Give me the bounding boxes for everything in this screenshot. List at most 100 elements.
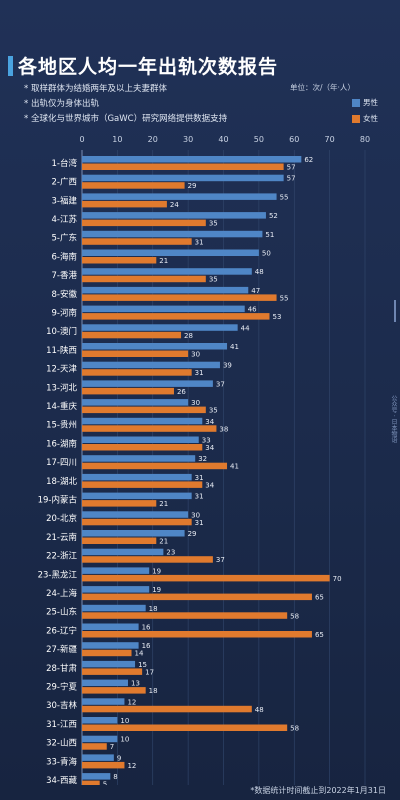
category-label: 18-湖北 [46,477,77,487]
data-label-female: 26 [177,388,186,396]
data-label-female: 18 [149,687,158,695]
data-label-female: 35 [209,220,218,228]
bar-male [82,212,266,219]
data-label-male: 32 [198,455,207,463]
bar-female [82,238,192,245]
data-label-female: 21 [159,257,168,265]
data-label-female: 14 [135,650,144,658]
data-label-female: 5 [103,781,107,785]
data-label-female: 21 [159,538,168,546]
data-label-female: 17 [145,668,154,676]
category-label: 21-云南 [46,532,77,543]
note-sample-group: * 取样群体为结婚两年及以上夫妻群体 [24,84,167,94]
category-label: 29-宁夏 [46,681,77,692]
side-watermark: 公众号 · 日本物语 [390,395,397,443]
data-label-male: 57 [287,175,296,183]
bar-female [82,425,217,432]
x-tick-label: 80 [360,135,370,144]
legend-female: 女性 [352,113,378,124]
category-label: 31-江西 [46,720,77,730]
page-title: 各地区人均一年出轨次数报告 [18,56,279,78]
data-label-female: 53 [272,313,281,321]
category-label: 10-澳门 [46,326,77,337]
title-accent-bar [8,56,13,76]
bar-female [82,649,132,657]
bar-male [82,679,128,687]
note-data-source: * 全球化与世界城市（GaWC）研究网络提供数据支持 [24,114,228,124]
data-label-male: 51 [265,231,274,239]
bar-female [82,668,143,675]
category-label: 27-新疆 [46,644,77,655]
x-tick-label: 40 [218,135,228,144]
bar-female [82,219,206,227]
bar-male [82,773,111,780]
bar-male [82,717,118,724]
bar-female [82,743,107,750]
bar-female [82,518,192,526]
bar-male [82,660,136,668]
x-tick-label: 70 [325,135,335,144]
bar-male [82,324,238,331]
data-label-male: 50 [262,250,271,258]
note-definition: * 出轨仅为身体出轨 [24,99,99,109]
data-label-female: 38 [219,425,228,433]
data-label-male: 46 [248,306,257,314]
data-label-male: 13 [131,680,140,688]
data-label-female: 37 [216,556,225,564]
bar-female [82,444,203,451]
x-tick-label: 10 [112,135,122,144]
data-label-female: 31 [195,238,204,246]
bar-male [82,193,277,200]
data-label-female: 21 [159,500,168,508]
data-label-male: 12 [127,698,136,706]
category-label: 17-四川 [46,458,77,468]
category-label: 19-内蒙古 [38,494,78,505]
data-label-male: 48 [255,268,264,276]
data-label-female: 28 [184,332,193,340]
bar-female [82,780,100,785]
data-label-male: 62 [304,156,313,164]
data-label-female: 48 [255,706,264,714]
category-label: 1-台湾 [52,158,78,169]
category-label: 33-青海 [46,756,77,767]
bar-male [82,754,114,761]
data-label-male: 19 [152,567,161,575]
data-label-male: 31 [195,493,204,501]
data-label-female: 24 [170,201,179,209]
bar-male [82,436,199,443]
bar-male [82,286,249,294]
category-label: 14-重庆 [46,401,77,412]
legend-male: 男性 [352,97,378,108]
bar-female [82,387,174,395]
category-label: 28-甘肃 [46,663,77,674]
bar-female [82,182,185,189]
bar-male [82,492,192,500]
bar-male [82,642,139,649]
bar-female [82,574,330,582]
bar-female [82,705,252,713]
x-tick-label: 0 [79,135,84,144]
category-label: 12-天津 [46,364,77,375]
data-label-female: 34 [205,481,214,489]
category-label: 20-北京 [46,513,77,524]
data-label-male: 10 [120,717,129,725]
data-label-female: 57 [287,164,296,172]
category-label: 11-陕西 [46,345,77,356]
legend-male-label: 男性 [363,98,378,107]
x-tick-label: 60 [289,135,299,144]
category-label: 2-广西 [52,177,77,188]
bar-male [82,268,252,275]
bar-male [82,735,118,743]
bar-male [82,305,245,313]
data-label-male: 19 [152,586,161,594]
category-label: 4-江苏 [52,214,78,225]
data-label-male: 9 [117,754,121,762]
data-label-female: 55 [280,294,289,302]
legend-female-label: 女性 [363,114,378,123]
data-label-male: 18 [149,605,158,613]
data-label-male: 8 [113,773,117,781]
data-label-male: 34 [205,418,214,426]
bar-male [82,380,213,387]
data-label-male: 30 [191,399,200,407]
